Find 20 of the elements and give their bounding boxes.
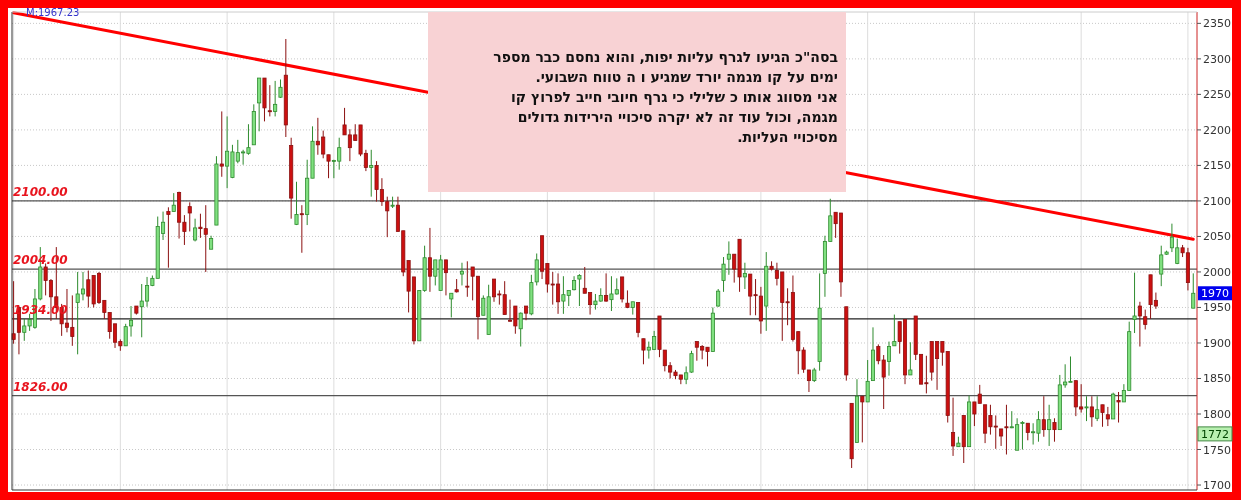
annotation: 1970 (1201, 287, 1229, 301)
y-tick-label: 1950 (1203, 301, 1231, 315)
y-tick-label: 2300 (1203, 52, 1231, 66)
y-tick-label: 1800 (1203, 408, 1231, 421)
y-tick-label: 1750 (1203, 443, 1231, 457)
y-tick-label: 2100 (1203, 194, 1231, 208)
y-tick-label: 2200 (1203, 123, 1231, 137)
y-tick-label: 1850 (1203, 372, 1231, 386)
y-tick-label: 1700 (1203, 479, 1231, 493)
y-tick-label: 2250 (1203, 88, 1231, 102)
ref-line-label: 2100.00 (13, 184, 68, 199)
y-tick-label: 2150 (1203, 159, 1231, 173)
y-tick-label: 2000 (1203, 265, 1231, 279)
y-tick-label: 2050 (1203, 230, 1231, 244)
ref-line-label: 1826.00 (13, 379, 68, 394)
annotation: M:1967.23 (26, 7, 80, 18)
y-tick-label: 2350 (1203, 17, 1231, 31)
y-tick-label: 1900 (1203, 336, 1231, 350)
annotation: בסה"כ הגיעו לגרף עליות יפות, והוא נחסם כבר מספר ימים על קו מגמה יורד שמגיע ו ה טווח השבועי. אני מסווג אותו כ שלילי כי גרף חיובי חייב לפרוץ קו מגמה, וכול עוד זה לא יקרה סיכויי הירידות גדולים מסיכויי העליות. (493, 49, 838, 145)
annotation: 1772 (1201, 427, 1229, 441)
